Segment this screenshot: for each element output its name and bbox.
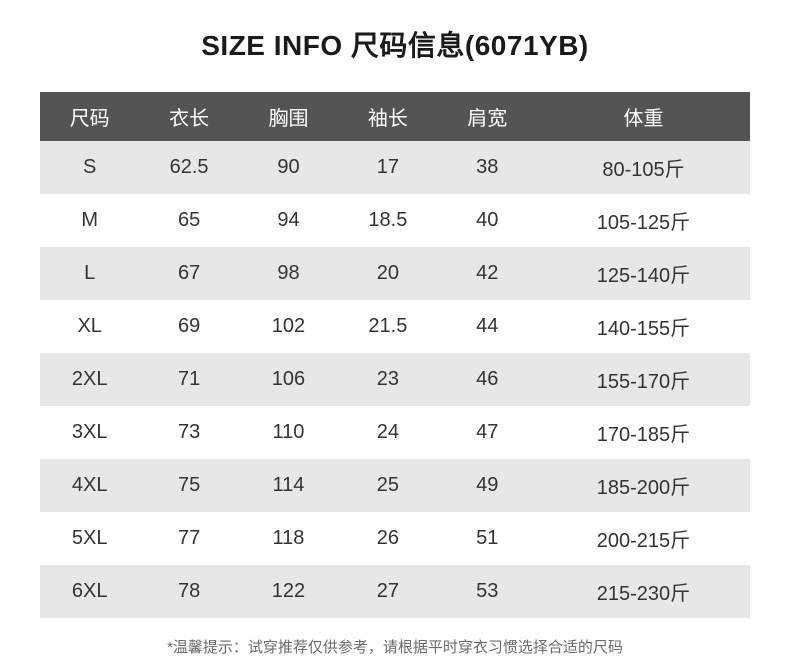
cell: 26 [338, 512, 437, 565]
cell: 20 [338, 247, 437, 300]
cell: 114 [239, 459, 338, 512]
cell: 2XL [40, 353, 139, 406]
cell: 24 [338, 406, 437, 459]
table-row: 5XL 77 118 26 51 200-215斤 [40, 512, 750, 565]
cell: 3XL [40, 406, 139, 459]
cell: 94 [239, 194, 338, 247]
cell: 4XL [40, 459, 139, 512]
cell: 140-155斤 [537, 300, 750, 353]
cell: 27 [338, 565, 437, 618]
cell: 47 [438, 406, 537, 459]
cell: 73 [139, 406, 238, 459]
cell: 69 [139, 300, 238, 353]
cell: 25 [338, 459, 437, 512]
footer-note: *温馨提示：试穿推荐仅供参考，请根据平时穿衣习惯选择合适的尺码 [40, 636, 750, 657]
col-header-size: 尺码 [40, 92, 139, 141]
cell: 49 [438, 459, 537, 512]
cell: 53 [438, 565, 537, 618]
cell: 17 [338, 141, 437, 194]
table-row: L 67 98 20 42 125-140斤 [40, 247, 750, 300]
cell: 38 [438, 141, 537, 194]
col-header-sleeve: 袖长 [338, 92, 437, 141]
size-table: 尺码 衣长 胸围 袖长 肩宽 体重 S 62.5 90 17 38 80-105… [40, 92, 750, 618]
cell: 42 [438, 247, 537, 300]
cell: 23 [338, 353, 437, 406]
cell: 215-230斤 [537, 565, 750, 618]
cell: 67 [139, 247, 238, 300]
col-header-length: 衣长 [139, 92, 238, 141]
cell: 90 [239, 141, 338, 194]
cell: 6XL [40, 565, 139, 618]
cell: 155-170斤 [537, 353, 750, 406]
table-header-row: 尺码 衣长 胸围 袖长 肩宽 体重 [40, 92, 750, 141]
cell: 98 [239, 247, 338, 300]
cell: S [40, 141, 139, 194]
table-row: 3XL 73 110 24 47 170-185斤 [40, 406, 750, 459]
cell: 125-140斤 [537, 247, 750, 300]
cell: 170-185斤 [537, 406, 750, 459]
table-row: 4XL 75 114 25 49 185-200斤 [40, 459, 750, 512]
cell: 21.5 [338, 300, 437, 353]
col-header-weight: 体重 [537, 92, 750, 141]
cell: 51 [438, 512, 537, 565]
col-header-shoulder: 肩宽 [438, 92, 537, 141]
cell: 200-215斤 [537, 512, 750, 565]
cell: 77 [139, 512, 238, 565]
cell: 65 [139, 194, 238, 247]
cell: 62.5 [139, 141, 238, 194]
cell: 105-125斤 [537, 194, 750, 247]
col-header-bust: 胸围 [239, 92, 338, 141]
page-title: SIZE INFO 尺码信息(6071YB) [40, 24, 750, 64]
cell: 110 [239, 406, 338, 459]
table-row: 6XL 78 122 27 53 215-230斤 [40, 565, 750, 618]
cell: 75 [139, 459, 238, 512]
cell: 71 [139, 353, 238, 406]
cell: L [40, 247, 139, 300]
cell: 80-105斤 [537, 141, 750, 194]
cell: XL [40, 300, 139, 353]
table-row: S 62.5 90 17 38 80-105斤 [40, 141, 750, 194]
cell: M [40, 194, 139, 247]
cell: 46 [438, 353, 537, 406]
table-row: 2XL 71 106 23 46 155-170斤 [40, 353, 750, 406]
cell: 5XL [40, 512, 139, 565]
cell: 118 [239, 512, 338, 565]
table-row: XL 69 102 21.5 44 140-155斤 [40, 300, 750, 353]
table-row: M 65 94 18.5 40 105-125斤 [40, 194, 750, 247]
cell: 40 [438, 194, 537, 247]
cell: 18.5 [338, 194, 437, 247]
cell: 102 [239, 300, 338, 353]
size-chart-container: SIZE INFO 尺码信息(6071YB) 尺码 衣长 胸围 袖长 肩宽 体重… [0, 0, 790, 657]
cell: 44 [438, 300, 537, 353]
cell: 78 [139, 565, 238, 618]
cell: 185-200斤 [537, 459, 750, 512]
cell: 106 [239, 353, 338, 406]
cell: 122 [239, 565, 338, 618]
